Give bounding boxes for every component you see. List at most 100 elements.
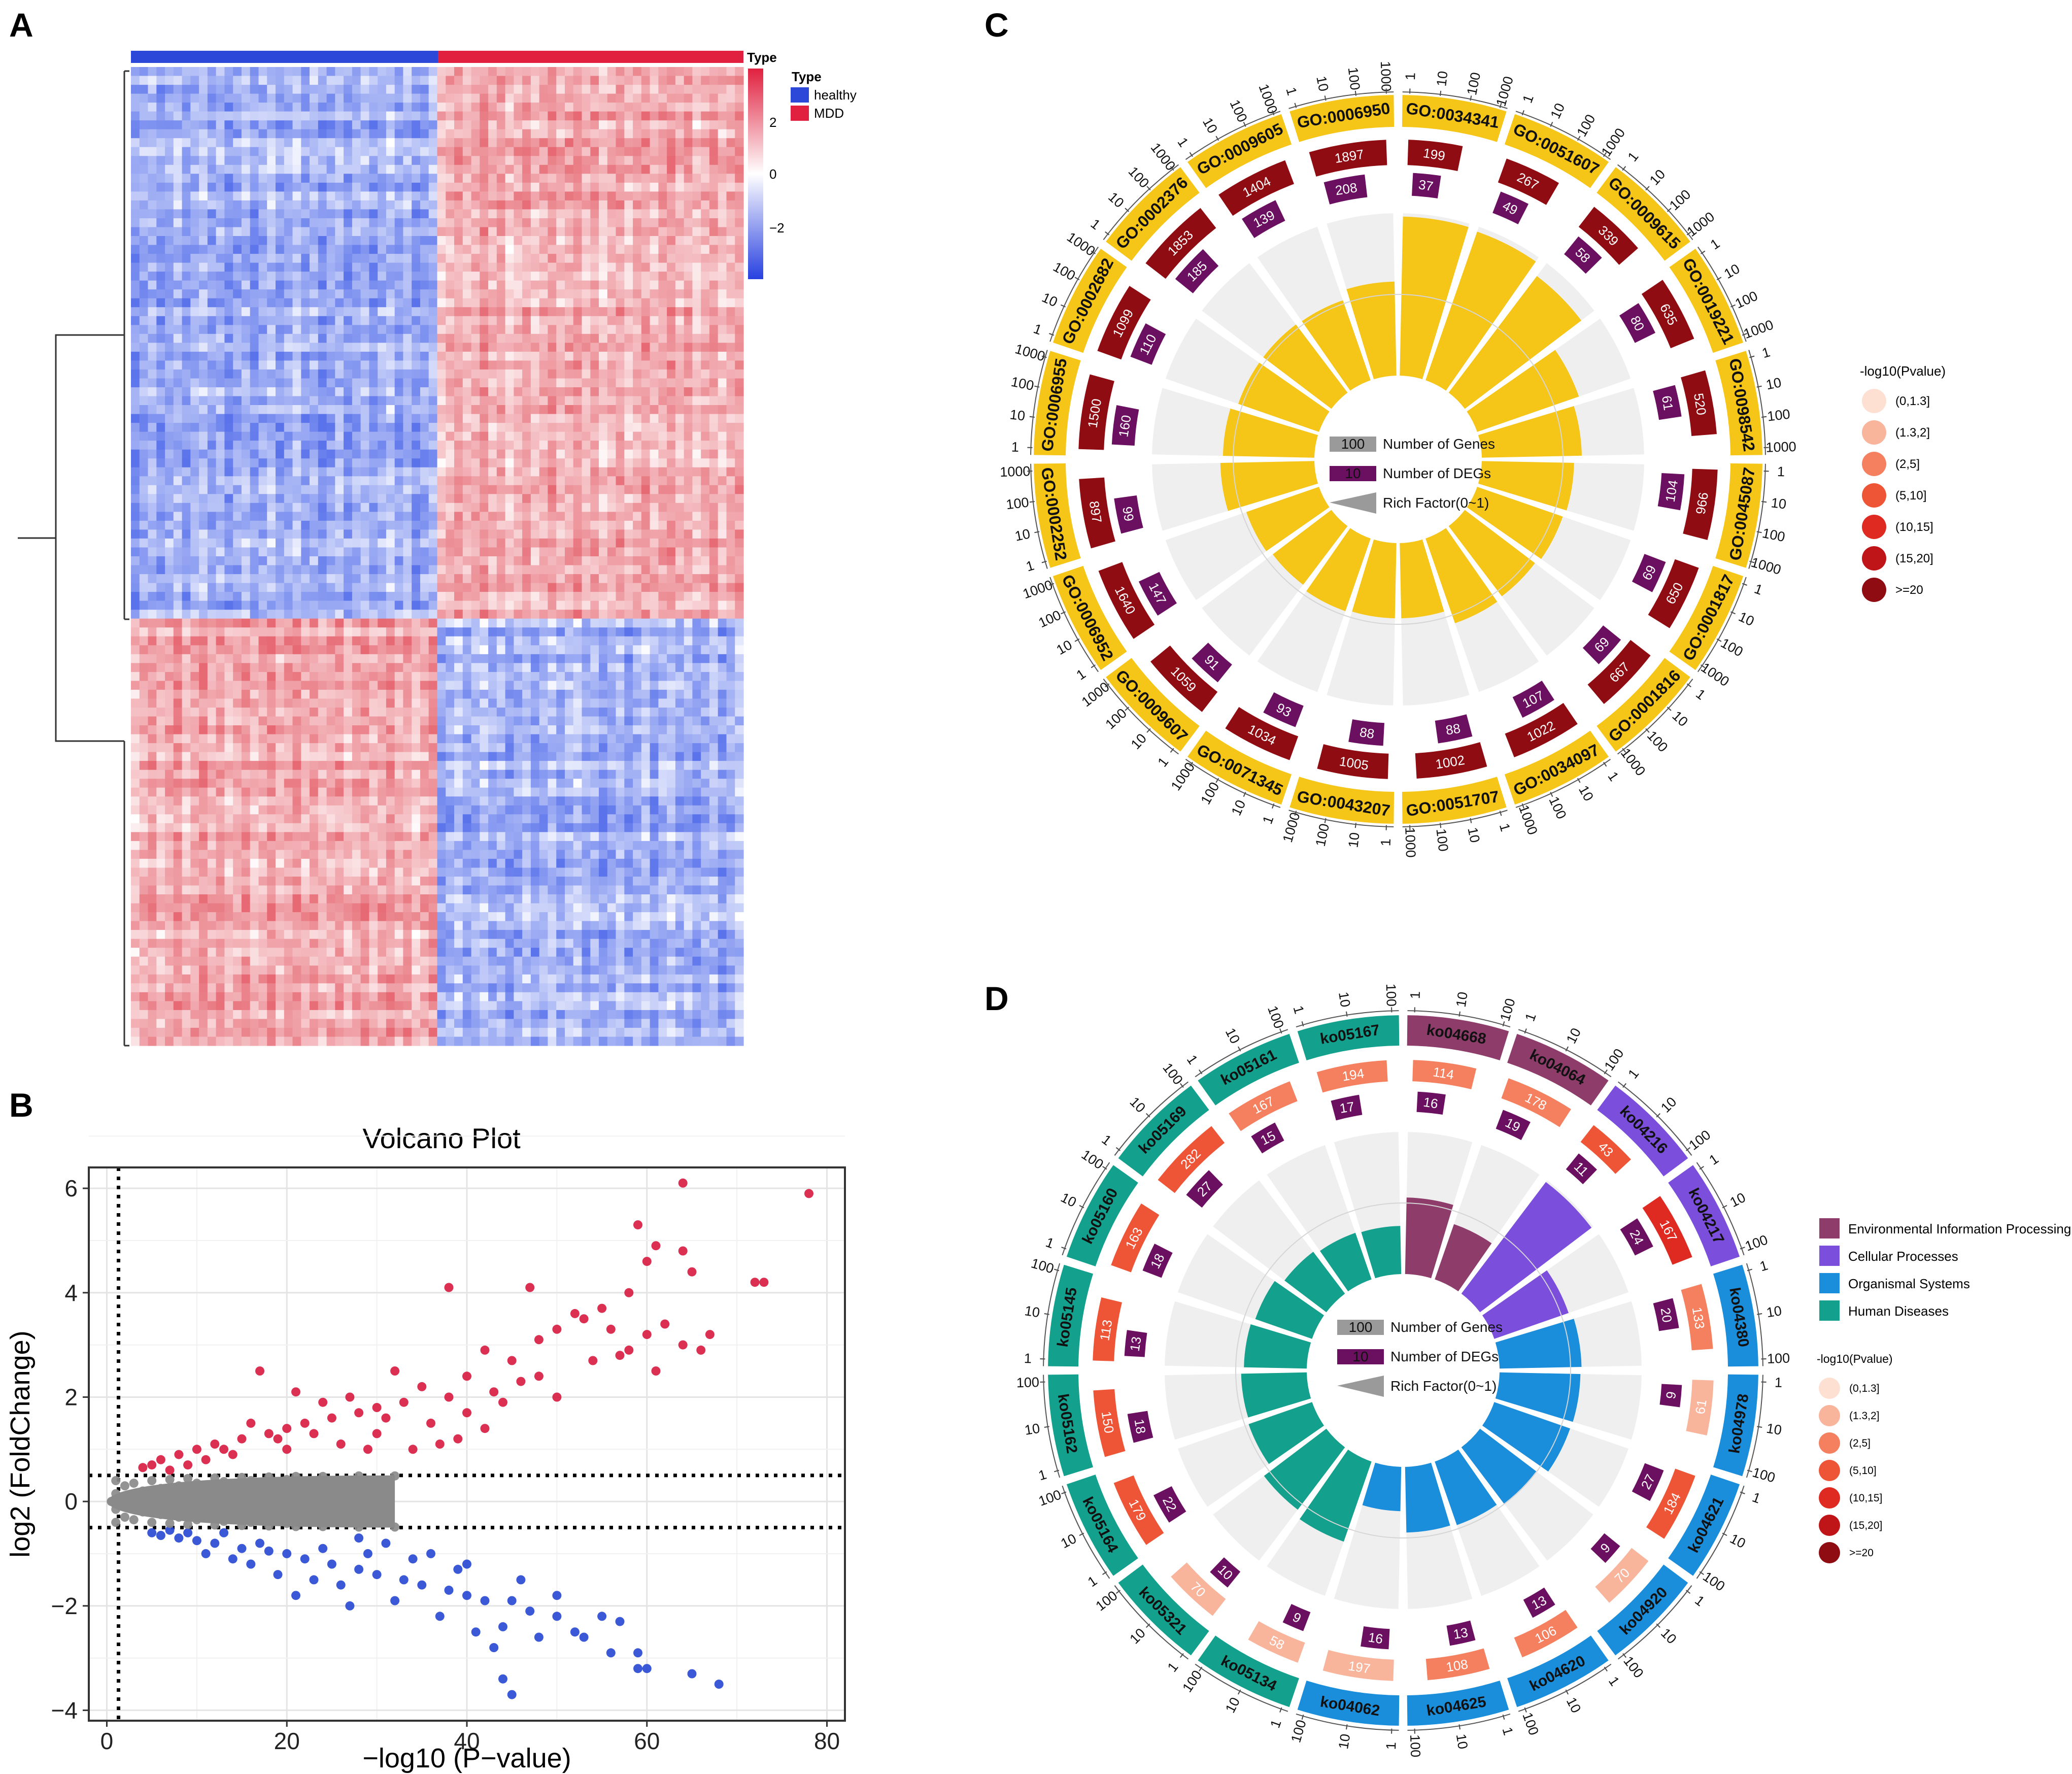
heatmap-cell xyxy=(276,227,285,237)
heatmap-cell xyxy=(267,138,276,148)
heatmap-cell xyxy=(633,316,642,325)
heatmap-cell xyxy=(684,458,693,468)
heatmap-cell xyxy=(462,218,472,228)
heatmap-cell xyxy=(258,272,267,281)
heatmap-cell xyxy=(165,645,174,655)
heatmap-cell xyxy=(599,672,608,681)
heatmap-cell xyxy=(148,556,157,566)
heatmap-cell xyxy=(573,254,583,263)
heatmap-cell xyxy=(667,307,676,317)
heatmap-cell xyxy=(718,147,727,156)
heatmap-cell xyxy=(582,85,591,94)
heatmap-cell xyxy=(386,307,395,317)
heatmap-cell xyxy=(276,272,285,281)
heatmap-cell xyxy=(412,449,421,459)
heatmap-cell xyxy=(735,654,744,663)
heatmap-cell xyxy=(165,156,174,165)
heatmap-cell xyxy=(292,663,301,673)
heatmap-cell xyxy=(148,627,157,637)
heatmap-cell xyxy=(310,307,319,317)
heatmap-cell xyxy=(633,200,642,210)
heatmap-cell xyxy=(548,627,557,637)
heatmap-cell xyxy=(378,663,387,673)
heatmap-cell xyxy=(216,156,225,165)
heatmap-cell xyxy=(624,547,633,557)
heatmap-cell xyxy=(650,476,659,486)
heatmap-cell xyxy=(496,298,506,308)
heatmap-cell xyxy=(522,458,531,468)
heatmap-cell xyxy=(480,672,489,681)
heatmap-cell xyxy=(692,67,701,77)
heatmap-cell xyxy=(675,636,685,646)
heatmap-cell xyxy=(148,512,157,521)
heatmap-cell xyxy=(378,307,387,317)
heatmap-cell xyxy=(199,227,208,237)
heatmap-cell xyxy=(548,76,557,85)
heatmap-cell xyxy=(190,387,199,397)
heatmap-cell xyxy=(718,67,727,77)
heatmap-cell xyxy=(530,645,540,655)
heatmap-cell xyxy=(514,254,523,263)
heatmap-cell xyxy=(360,227,369,237)
heatmap-cell xyxy=(548,174,557,183)
heatmap-cell xyxy=(369,565,378,575)
heatmap-cell xyxy=(378,627,387,637)
heatmap-cell xyxy=(139,129,149,139)
heatmap-cell xyxy=(267,654,276,663)
heatmap-cell xyxy=(726,138,735,148)
heatmap-cell xyxy=(199,396,208,406)
heatmap-cell xyxy=(530,298,540,308)
heatmap-cell xyxy=(148,209,157,219)
heatmap-cell xyxy=(488,645,497,655)
heatmap-cell xyxy=(412,672,421,681)
heatmap-cell xyxy=(335,618,344,628)
heatmap-cell xyxy=(462,147,472,156)
heatmap-cell xyxy=(131,67,140,77)
heatmap-cell xyxy=(292,636,301,646)
heatmap-cell xyxy=(318,138,327,148)
heatmap-cell xyxy=(454,343,463,352)
heatmap-cell xyxy=(233,182,242,192)
heatmap-cell xyxy=(292,236,301,246)
heatmap-cell xyxy=(148,333,157,343)
heatmap-cell xyxy=(233,538,242,548)
heatmap-cell xyxy=(446,423,455,432)
heatmap-cell xyxy=(276,156,285,165)
heatmap-cell xyxy=(726,565,735,575)
heatmap-cell xyxy=(250,627,259,637)
heatmap-cell xyxy=(182,218,191,228)
heatmap-cell xyxy=(599,627,608,637)
heatmap-cell xyxy=(514,111,523,121)
heatmap-cell xyxy=(190,245,199,254)
heatmap-cell xyxy=(650,529,659,539)
heatmap-cell xyxy=(318,431,327,441)
heatmap-cell xyxy=(454,76,463,85)
heatmap-cell xyxy=(412,529,421,539)
heatmap-cell xyxy=(369,174,378,183)
heatmap-cell xyxy=(344,574,353,584)
heatmap-cell xyxy=(446,333,455,343)
heatmap-cell xyxy=(318,333,327,343)
heatmap-cell xyxy=(667,423,676,432)
heatmap-cell xyxy=(148,520,157,530)
heatmap-cell xyxy=(692,298,701,308)
heatmap-cell xyxy=(548,441,557,450)
heatmap-cell xyxy=(428,645,438,655)
heatmap-cell xyxy=(310,610,319,619)
heatmap-cell xyxy=(301,272,310,281)
heatmap-cell xyxy=(471,672,480,681)
heatmap-cell xyxy=(582,333,591,343)
heatmap-cell xyxy=(701,538,710,548)
heatmap-cell xyxy=(437,565,446,575)
heatmap-cell xyxy=(616,174,625,183)
heatmap-cell xyxy=(156,458,165,468)
heatmap-cell xyxy=(667,645,676,655)
heatmap-cell xyxy=(394,654,404,663)
heatmap-cell xyxy=(156,262,165,272)
heatmap-cell xyxy=(250,200,259,210)
heatmap-cell xyxy=(633,103,642,112)
heatmap-cell xyxy=(292,280,301,290)
heatmap-cell xyxy=(675,618,685,628)
heatmap-cell xyxy=(310,245,319,254)
heatmap-cell xyxy=(267,405,276,415)
